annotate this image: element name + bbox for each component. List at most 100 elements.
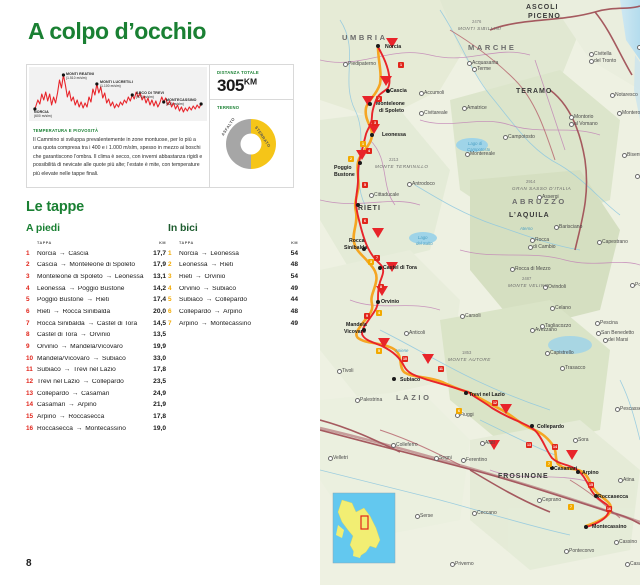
stage-route: Arpino → Roccasecca [37, 414, 144, 421]
map-town-dot [618, 478, 623, 483]
map-stage-badge-red-11[interactable]: 11 [438, 366, 444, 372]
arrow-icon: → [51, 308, 62, 315]
stage-row: 5 Subiaco → Collepardo 44 [168, 295, 298, 307]
arrow-icon: → [69, 390, 81, 397]
map-stage-badge-red-4[interactable]: 4 [366, 148, 372, 154]
profile-peak-label-monti-reatini: MONTI REATINI (1.510 m/slm) [66, 72, 94, 81]
terrain-donut-chart: ASFALTO STERRATO [210, 112, 293, 174]
map-town-dot [595, 321, 600, 326]
stage-km: 13,1 [153, 272, 166, 280]
arrow-icon: → [61, 367, 73, 374]
walking-title: A piedi [26, 222, 60, 234]
map-stage-badge-red-10[interactable]: 10 [402, 356, 408, 362]
stage-route: Rieti → Rocca Sinibalda [37, 309, 144, 316]
stage-route: Castel di Tora → Orvinio [37, 332, 144, 339]
map-stage-badge-org-7[interactable]: 7 [546, 461, 552, 467]
stage-route: Subiaco → Trevi nel Lazio [37, 367, 144, 374]
arrow-icon: → [199, 250, 210, 257]
map-stage-badge-red-6[interactable]: 6 [362, 218, 368, 224]
map-stage-badge-org-1[interactable]: 1 [360, 141, 366, 147]
map-stage-badge-org-3[interactable]: 3 [368, 259, 374, 265]
map-town-dot [465, 152, 470, 157]
map-stage-dot [376, 44, 380, 48]
map-stage-badge-red-15[interactable]: 15 [588, 482, 594, 488]
bike-title: In bici [168, 222, 198, 234]
map-stage-badge-red-2[interactable]: 2 [376, 96, 382, 102]
map-town-dot [537, 195, 542, 200]
stages-column-bike: In bici TAPPA KM 1 Norcia → Leonessa 54 2 Le… [168, 222, 298, 330]
map-town-dot [530, 238, 535, 243]
stage-km: 21,9 [153, 401, 166, 409]
walking-table-header: TAPPA KM [26, 241, 166, 247]
stats-divider [210, 99, 293, 100]
stage-route: Rocca Sinibalda → Castel di Tora [37, 321, 144, 328]
map-stage-badge-red-3[interactable]: 3 [372, 120, 378, 126]
profile-peak-label-monti-lucretili: MONTI LUCRETILI (1.100 m/slm) [100, 80, 133, 89]
stage-to: Leonessa [210, 250, 239, 257]
map-stage-dot [594, 494, 598, 498]
map-stage-dot [530, 424, 534, 428]
map-stage-badge-red-8[interactable]: 8 [378, 284, 384, 290]
stage-route: Orvinio → Mandela/Vicovaro [37, 344, 144, 351]
header-km: KM [291, 241, 298, 245]
arrow-icon: → [103, 273, 114, 280]
map-town-dot [550, 306, 555, 311]
map-town-dot [596, 331, 601, 336]
stage-row: 15 Arpino → Roccasecca 17,8 [26, 412, 166, 424]
map-stage-badge-org-5[interactable]: 5 [376, 348, 382, 354]
stage-km: 19,9 [153, 343, 166, 351]
stage-row: 3 Rieti → Orvinio 54 [168, 271, 298, 283]
stage-from: Norcia [179, 250, 199, 257]
stage-route: Roccasecca → Montecassino [37, 426, 144, 433]
map-stage-badge-org-2[interactable]: 2 [348, 156, 354, 162]
stage-number: 6 [168, 307, 172, 315]
stage-km: 17,8 [153, 366, 166, 374]
map-stage-dot [368, 102, 372, 106]
map-stage-badge-red-9[interactable]: 9 [364, 313, 370, 319]
map-stage-badge-red-5[interactable]: 5 [362, 182, 368, 188]
stage-number: 3 [168, 272, 172, 280]
stage-row: 4 Leonessa → Poggio Bustone 14,2 [26, 283, 166, 295]
arrow-icon: → [58, 262, 69, 269]
stage-to: Montecassino [210, 320, 252, 327]
stage-number: 13 [26, 389, 34, 397]
map-stage-badge-red-1[interactable]: 1 [398, 62, 404, 68]
temperature-block: TEMPERATURA E PIOVOSITÀ Il Cammino si sv… [27, 123, 209, 182]
map-town-dot [617, 111, 622, 116]
stage-route: Norcia → Cascia [37, 251, 144, 258]
distance-value: 305 [217, 76, 244, 95]
stage-from: Collepardo [179, 308, 211, 315]
arrow-icon: → [66, 285, 77, 292]
map-town-dot [472, 67, 477, 72]
stage-km: 49 [290, 284, 298, 292]
map-town-dot [419, 111, 424, 116]
map-town-dot [460, 314, 465, 319]
map-stage-badge-red-13[interactable]: 13 [526, 442, 532, 448]
stage-route: Norcia → Leonessa [179, 251, 276, 258]
map-town-dot [625, 562, 630, 567]
map-stage-badge-red-12[interactable]: 12 [492, 400, 498, 406]
map-stage-badge-red-7[interactable]: 7 [374, 255, 380, 261]
stage-from: Arpino [179, 320, 199, 327]
stage-from: Trevi nel Lazio [37, 379, 80, 386]
map-stage-dot [550, 466, 554, 470]
stage-to: Castel di Tora [96, 320, 138, 327]
map-town-dot [543, 285, 548, 290]
map-stage-badge-org-6[interactable]: 6 [456, 408, 462, 414]
stage-number: 8 [26, 331, 30, 339]
stage-to: Orvinio [89, 332, 111, 339]
stage-from: Subiaco [37, 367, 61, 374]
map-stage-badge-red-16[interactable]: 16 [606, 506, 612, 512]
stage-from: Poggio Bustone [37, 297, 84, 304]
route-map[interactable]: UMBRIA MARCHE ABRUZZO LAZIO ASCOLI PICENO TERA… [320, 0, 640, 585]
map-stage-badge-org-4[interactable]: 4 [376, 310, 382, 316]
arrow-icon: → [57, 250, 68, 257]
header-spacer [26, 241, 37, 245]
map-town-dot [589, 52, 594, 57]
map-stage-badge-red-14[interactable]: 14 [552, 444, 558, 450]
arrow-icon: → [203, 297, 215, 304]
temperature-label: TEMPERATURA E PIOVOSITÀ [33, 128, 99, 133]
map-stage-badge-org-7[interactable]: 7 [568, 504, 574, 510]
map-town-dot [589, 59, 594, 64]
